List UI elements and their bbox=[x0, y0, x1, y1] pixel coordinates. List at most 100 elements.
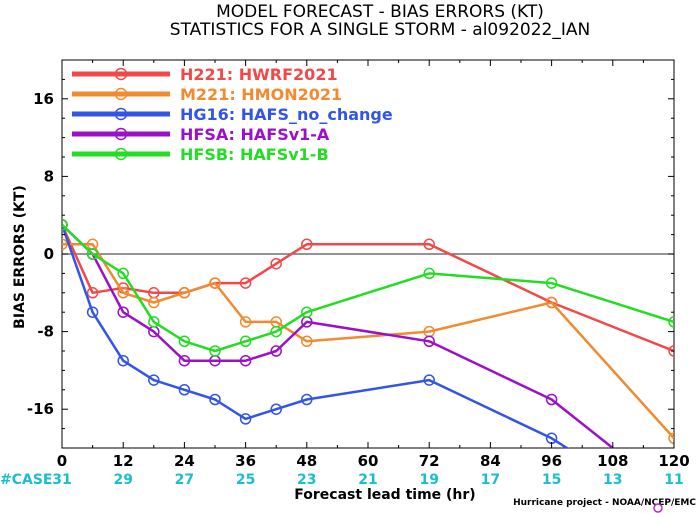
data-point bbox=[270, 345, 282, 357]
legend-label: M221: HMON2021 bbox=[180, 85, 342, 104]
credit-marker-icon bbox=[653, 503, 663, 513]
data-point bbox=[545, 296, 558, 309]
data-point bbox=[209, 393, 221, 406]
data-point bbox=[239, 335, 252, 348]
data-point bbox=[301, 238, 313, 251]
x-tick-label: 24 bbox=[174, 452, 195, 470]
case-count: 31 bbox=[52, 472, 71, 488]
data-point bbox=[301, 335, 313, 348]
x-tick-label: 0 bbox=[57, 452, 67, 470]
data-point bbox=[423, 267, 435, 280]
legend-swatch-marker bbox=[114, 147, 128, 161]
y-tick-label: 8 bbox=[44, 167, 54, 185]
series-layer bbox=[62, 219, 674, 448]
data-point bbox=[117, 287, 129, 299]
x-tick-label: 36 bbox=[235, 452, 256, 470]
x-tick-label: 60 bbox=[358, 452, 379, 470]
data-point bbox=[62, 238, 68, 251]
legend-label: HG16: HAFS_no_change bbox=[180, 105, 393, 124]
data-point bbox=[62, 219, 68, 231]
chart-subtitle: STATISTICS FOR A SINGLE STORM - al092022… bbox=[170, 20, 590, 40]
series-line bbox=[62, 224, 570, 448]
case-count: 21 bbox=[358, 472, 377, 488]
axis-ticks: 0 12 24 36 48 60 72 84 96 108 120 16 8 0 -8 -16 bbox=[27, 60, 690, 470]
data-point bbox=[86, 248, 99, 260]
credit-text: Hurricane project - NOAA/NCEP/EMC bbox=[513, 498, 696, 508]
data-point bbox=[270, 325, 282, 338]
data-point bbox=[423, 335, 435, 348]
data-point bbox=[117, 354, 129, 367]
data-point bbox=[178, 287, 191, 299]
legend-entry-3: HG16: HAFS_no_change bbox=[72, 105, 393, 124]
legend-swatch-marker bbox=[114, 127, 128, 141]
data-point bbox=[423, 374, 435, 386]
chart-title: MODEL FORECAST - BIAS ERRORS (KT) bbox=[216, 2, 544, 22]
data-point bbox=[117, 267, 129, 280]
series-line bbox=[62, 223, 674, 353]
case-count: 17 bbox=[481, 472, 500, 488]
legend-swatch-marker bbox=[114, 107, 128, 121]
legend-swatch-marker bbox=[114, 67, 128, 81]
data-point bbox=[239, 316, 252, 328]
case-count: 19 bbox=[419, 472, 438, 488]
data-point bbox=[270, 403, 282, 415]
legend-label: HFSB: HAFSv1-B bbox=[180, 145, 329, 164]
legend-entry-5: HFSB: HAFSv1-B bbox=[72, 145, 329, 164]
y-tick-label: 16 bbox=[33, 90, 54, 108]
data-point bbox=[239, 277, 252, 289]
legend-entry-2: M221: HMON2021 bbox=[72, 85, 342, 104]
data-point bbox=[545, 393, 558, 406]
case-count: 15 bbox=[542, 472, 561, 488]
x-tick-label: 72 bbox=[419, 452, 440, 470]
data-point bbox=[301, 393, 313, 406]
case-count: 11 bbox=[664, 472, 683, 488]
y-tick-label: -8 bbox=[37, 323, 54, 341]
data-point bbox=[270, 257, 282, 270]
x-tick-label: 120 bbox=[658, 452, 689, 470]
x-tick-label: 48 bbox=[296, 452, 317, 470]
data-point bbox=[86, 287, 99, 299]
x-tick-label: 84 bbox=[480, 452, 501, 470]
x-tick-label: 96 bbox=[541, 452, 562, 470]
y-axis-label: BIAS ERRORS (KT) bbox=[12, 185, 28, 329]
data-point bbox=[668, 432, 674, 445]
data-point bbox=[148, 374, 160, 386]
legend-entry-1: H221: HWRF2021 bbox=[72, 65, 338, 84]
x-tick-label: 108 bbox=[597, 452, 628, 470]
series-5 bbox=[62, 219, 674, 357]
data-point bbox=[117, 306, 129, 318]
series-line bbox=[62, 243, 674, 440]
data-point bbox=[668, 316, 674, 328]
case-count: 13 bbox=[603, 472, 622, 488]
series-2 bbox=[62, 238, 674, 445]
x-tick-label: 12 bbox=[113, 452, 134, 470]
data-point bbox=[86, 306, 99, 318]
data-point bbox=[545, 277, 558, 289]
data-point bbox=[423, 238, 435, 251]
legend-swatch-marker bbox=[114, 87, 128, 101]
case-count: 23 bbox=[297, 472, 316, 488]
case-counts: 31 29 27 25 23 21 19 17 15 13 11 bbox=[52, 472, 683, 488]
series-line bbox=[62, 223, 615, 448]
data-point bbox=[239, 354, 252, 367]
case-count: 25 bbox=[236, 472, 255, 488]
data-point bbox=[148, 316, 160, 328]
data-point bbox=[209, 345, 221, 357]
data-point bbox=[239, 413, 252, 425]
data-point bbox=[178, 335, 191, 348]
data-point bbox=[148, 296, 160, 309]
data-point bbox=[668, 345, 674, 357]
legend-entry-4: HFSA: HAFSv1-A bbox=[72, 125, 330, 144]
legend-label: HFSA: HAFSv1-A bbox=[180, 125, 330, 144]
data-point bbox=[301, 306, 313, 318]
data-point bbox=[178, 354, 191, 367]
case-count: 27 bbox=[175, 472, 194, 488]
case-count: 29 bbox=[113, 472, 132, 488]
data-point bbox=[178, 384, 191, 396]
y-tick-label: 0 bbox=[44, 245, 54, 263]
legend-label: H221: HWRF2021 bbox=[180, 65, 338, 84]
case-label: #CASE bbox=[0, 472, 53, 488]
x-axis-label: Forecast lead time (hr) bbox=[294, 487, 475, 503]
